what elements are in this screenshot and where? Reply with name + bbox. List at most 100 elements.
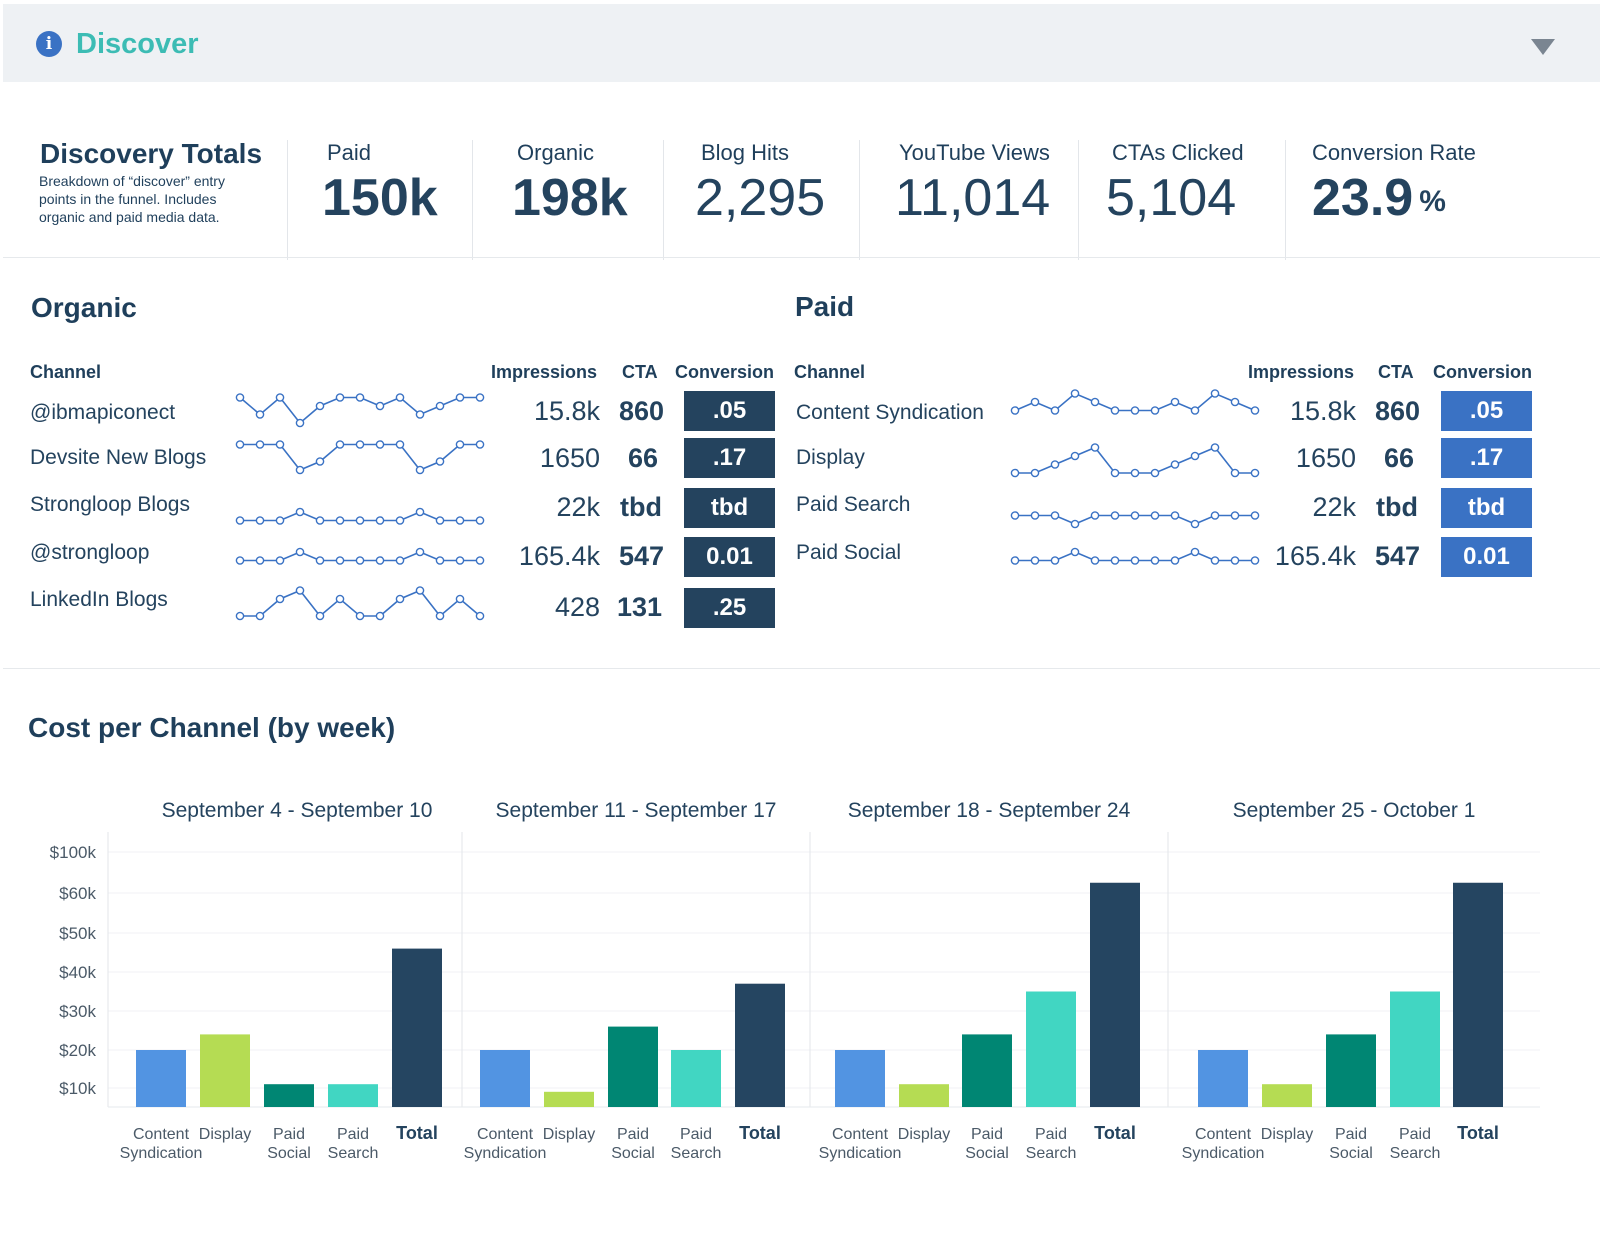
chevron-down-icon[interactable] [1531, 39, 1555, 55]
x-tick-label: Paid [1035, 1126, 1067, 1143]
bar [200, 1034, 250, 1107]
sparkline-point [455, 393, 465, 402]
bar [264, 1084, 314, 1107]
organic-impressions: 22k [556, 492, 600, 522]
sparkline-point [1250, 406, 1260, 415]
sparkline-point [1070, 389, 1080, 398]
bar [1390, 991, 1440, 1107]
x-tick-label: Social [267, 1145, 311, 1162]
organic-channel-name: @ibmapiconect [30, 401, 176, 424]
sparkline-point [1050, 556, 1060, 565]
y-tick-label: $10k [59, 1079, 96, 1098]
kpi-organic: Organic 198k [512, 140, 628, 228]
sparkline-point [295, 507, 305, 517]
paid-impressions: 15.8k [1289, 396, 1356, 426]
sparkline-point [435, 611, 445, 621]
sparkline-point [1090, 397, 1100, 407]
sparkline-point [1010, 511, 1020, 520]
sparkline-point [415, 586, 425, 595]
paid-channel-name: Paid Search [796, 493, 911, 516]
paid-col-channel: Channel [794, 362, 866, 382]
bar [735, 983, 785, 1107]
organic-cta: 66 [627, 443, 658, 473]
sparkline-point [315, 401, 325, 411]
sparkline-point [1210, 443, 1220, 452]
sparkline-point [1150, 468, 1160, 478]
sparkline-point [255, 440, 265, 449]
x-tick-label: Search [328, 1145, 379, 1162]
sparkline-point [255, 410, 265, 419]
sparkline-point [1190, 451, 1200, 461]
bar [608, 1026, 658, 1107]
bar [1090, 882, 1140, 1107]
sparkline-point [435, 457, 445, 466]
sparkline-point [1230, 511, 1240, 520]
sparkline-point [1110, 468, 1120, 478]
sparkline-point [1030, 397, 1040, 407]
y-tick-label: $40k [59, 963, 96, 982]
kpi-label: Conversion Rate [1312, 140, 1476, 165]
week-group-label: September 4 - September 10 [162, 799, 433, 822]
sparkline-point [335, 516, 345, 525]
sparkline-point [1070, 547, 1080, 557]
sparkline-point [475, 611, 485, 621]
organic-channel-name: Strongloop Blogs [30, 493, 190, 516]
x-tick-label: Social [1329, 1145, 1373, 1162]
paid-title: Paid [795, 291, 855, 322]
kpi-paid: Paid 150k [322, 140, 438, 228]
sparkline-point [375, 440, 385, 449]
x-tick-label: Display [543, 1126, 595, 1143]
paid-cta: 860 [1374, 396, 1420, 426]
sparkline-point [335, 594, 345, 604]
sparkline-point [1230, 468, 1240, 478]
x-tick-label: Display [199, 1126, 251, 1143]
sparkline-point [1050, 511, 1060, 520]
bar [962, 1034, 1012, 1107]
x-tick-label: Total [1457, 1123, 1499, 1143]
sparkline-point [1150, 406, 1160, 415]
paid-sparkline [1010, 443, 1260, 478]
x-tick-label: Syndication [120, 1145, 203, 1162]
sparkline-point [355, 556, 365, 565]
sparkline-point [1130, 468, 1140, 478]
sparkline-point [355, 393, 365, 402]
bar [136, 1050, 186, 1107]
x-tick-label: Total [739, 1123, 781, 1143]
sparkline-point [1010, 468, 1020, 478]
week-group-label: September 25 - October 1 [1233, 799, 1476, 822]
paid-channel-name: Content Syndication [796, 401, 984, 424]
sparkline-point [375, 401, 385, 411]
sparkline-point [395, 440, 405, 449]
kpi-label: Organic [517, 140, 595, 165]
page-title: Discover [76, 28, 199, 60]
cost-chart-title: Cost per Channel (by week) [28, 712, 396, 743]
sparkline-point [455, 440, 465, 449]
organic-channel-name: @strongloop [30, 541, 150, 564]
sparkline-point [295, 586, 305, 595]
organic-impressions: 428 [554, 592, 600, 622]
totals-title: Discovery Totals [40, 138, 263, 169]
sparkline-point [335, 440, 345, 449]
sparkline-point [395, 556, 405, 565]
bar [544, 1091, 594, 1107]
kpi-conversion-rate: Conversion Rate 23.9% [1312, 140, 1476, 228]
kpi-value: 2,295 [695, 169, 826, 227]
info-icon[interactable]: i [36, 31, 62, 57]
sparkline-point [1170, 397, 1180, 407]
kpi-label: Paid [327, 140, 372, 165]
kpi-value: 150k [322, 169, 438, 227]
paid-impressions: 22k [1312, 492, 1356, 522]
sparkline-point [475, 393, 485, 402]
sparkline-point [295, 465, 305, 475]
organic-col-cta: CTA [622, 362, 658, 382]
paid-cta: 547 [1374, 541, 1420, 571]
sparkline-point [475, 516, 485, 525]
sparkline-point [1150, 511, 1160, 520]
sparkline-point [1130, 406, 1140, 415]
y-tick-label: $100k [50, 843, 97, 862]
x-tick-label: Display [1261, 1126, 1313, 1143]
sparkline-point [1170, 460, 1180, 469]
sparkline-point [455, 556, 465, 565]
sparkline-point [1010, 556, 1020, 565]
x-tick-label: Syndication [464, 1145, 547, 1162]
